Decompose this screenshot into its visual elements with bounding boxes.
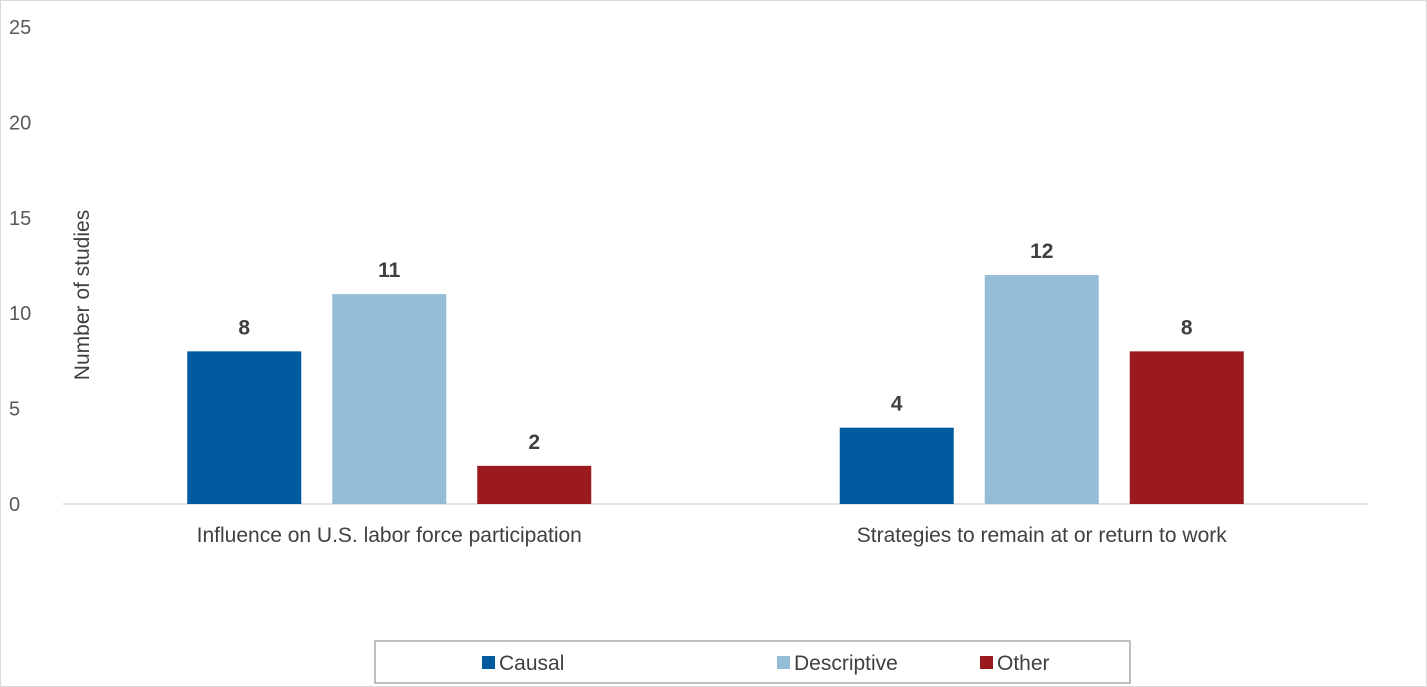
bar-descriptive-0 <box>332 294 447 504</box>
x-category-label: Influence on U.S. labor force participat… <box>197 524 582 547</box>
legend-border <box>374 640 1131 684</box>
legend-swatch-descriptive <box>777 656 790 669</box>
y-tick-label: 0 <box>9 494 20 516</box>
y-tick-label: 5 <box>9 399 20 421</box>
legend-swatch-other <box>980 656 993 669</box>
legend-label-other: Other <box>997 652 1050 675</box>
data-label: 4 <box>891 393 903 416</box>
bar-other-0 <box>477 465 592 504</box>
y-axis-title: Number of studies <box>71 210 94 380</box>
y-tick-label: 15 <box>9 208 31 230</box>
bar-causal-1 <box>839 427 954 504</box>
y-tick-label: 10 <box>9 303 31 325</box>
data-label: 2 <box>528 431 540 454</box>
y-tick-label: 20 <box>9 112 31 134</box>
data-label: 12 <box>1030 240 1053 263</box>
legend-swatch-causal <box>482 656 495 669</box>
data-labels-group: 8 11 2 4 12 8 <box>238 240 1193 454</box>
legend-label-descriptive: Descriptive <box>794 652 898 675</box>
bar-descriptive-1 <box>984 275 1099 504</box>
legend-label-causal: Causal <box>499 652 564 675</box>
data-label: 8 <box>1181 316 1193 339</box>
bar-other-1 <box>1129 351 1244 504</box>
legend: Causal Descriptive Other <box>374 640 1131 684</box>
data-label: 8 <box>238 316 250 339</box>
bar-causal-0 <box>187 351 302 504</box>
bars-group <box>187 275 1244 504</box>
data-label: 11 <box>378 259 401 282</box>
x-category-label: Strategies to remain at or return to wor… <box>857 524 1227 547</box>
y-axis-tick-labels: 0 5 10 15 20 25 <box>9 17 31 516</box>
y-tick-label: 25 <box>9 17 31 39</box>
x-axis-category-labels: Influence on U.S. labor force participat… <box>197 524 1228 547</box>
legend-items: Causal Descriptive Other <box>482 652 1050 675</box>
